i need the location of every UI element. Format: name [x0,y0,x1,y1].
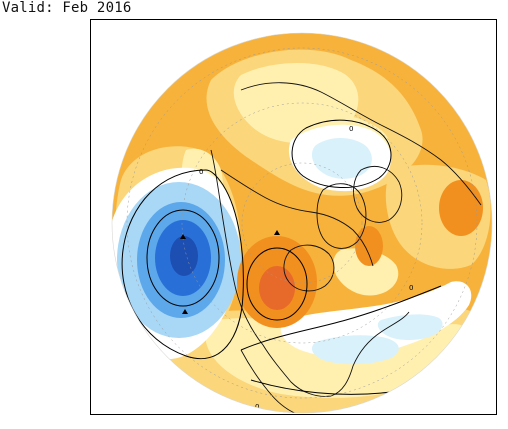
mexico-coast [240,349,298,413]
disk-outline [111,32,493,414]
valid-label-text: Valid: [2,0,54,16]
pale-blue-atlantic [377,314,443,341]
contour-label-3: 0 [409,284,413,292]
marker-low-north [180,234,186,239]
latitude-circle-inner [241,162,363,284]
marker-high [274,230,280,235]
map-frame: 0 0 0 0 [90,19,497,415]
latitude-circle-outer [126,47,478,399]
hudson-bay [283,244,335,292]
dark-orange-patch-europe [355,226,383,266]
valid-period-text: Feb 2016 [62,0,132,16]
anomaly-fields: 0 0 0 0 [112,47,491,413]
latitude-circle-mid [181,102,423,344]
zero-contour-pacific [121,169,244,360]
red-orange-high-core [259,266,295,310]
contour-markers [180,230,280,314]
header: Valid: Feb 2016 [0,0,508,18]
coastlines [210,82,482,413]
eurasia-coast [240,82,482,206]
contour-label-2: 0 [349,125,353,133]
zero-contour-siberia [291,119,392,188]
zero-contour-east-us [240,285,442,351]
pale-blue-east-us [311,335,399,365]
inner-contour-high [246,247,308,321]
inner-contour-low [146,209,220,307]
pale-yellow-labrador [333,248,399,296]
dark-orange-patch-asia [439,180,483,236]
greenland-coast [316,183,367,249]
contour-labels: 0 0 0 0 [199,125,413,411]
marker-low-south [182,309,188,314]
contour-label-4: 0 [255,403,259,411]
navy-low-core [170,236,198,276]
valid-date-label: Valid: Feb 2016 [2,0,131,17]
canadian-arctic-coast [220,169,374,267]
north-america-coast [210,149,410,397]
latitude-circles [126,47,478,399]
pale-blue-siberia [311,137,372,179]
contour-label-1: 0 [199,168,203,176]
scandinavia-coast [353,166,403,223]
anomaly-map: 0 0 0 0 [111,32,493,414]
